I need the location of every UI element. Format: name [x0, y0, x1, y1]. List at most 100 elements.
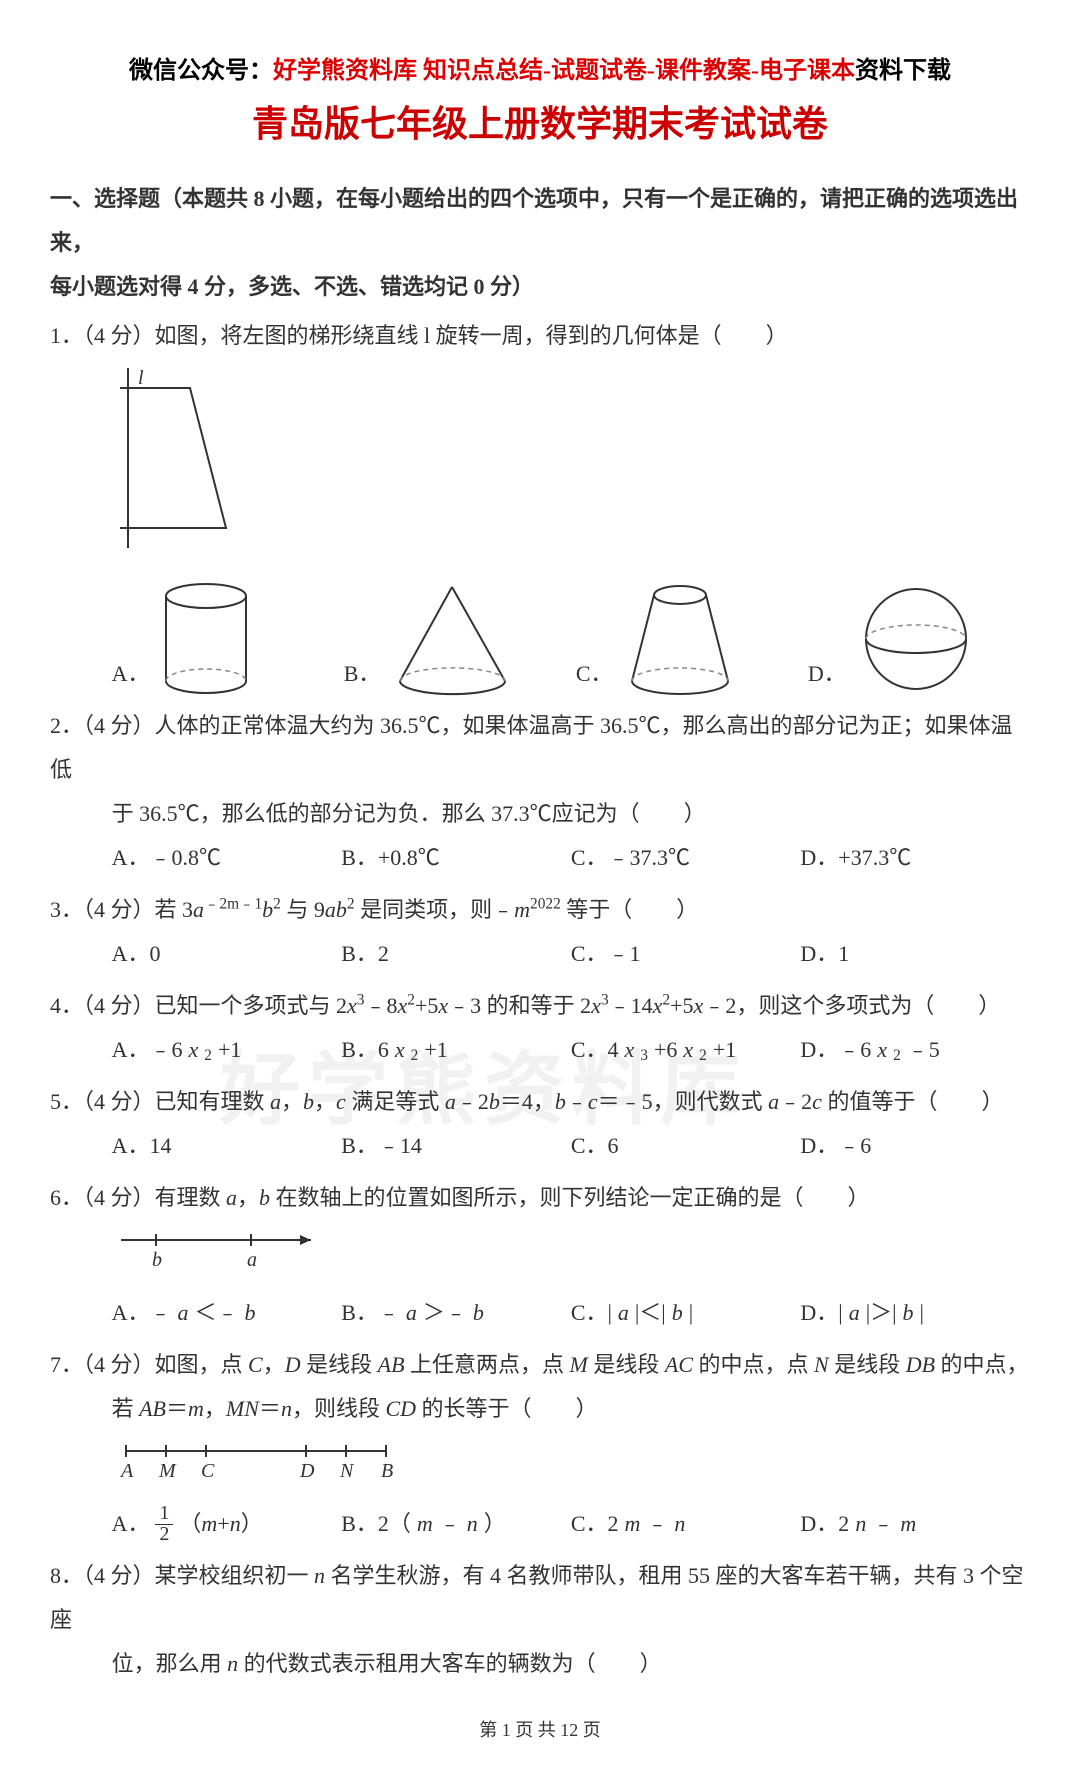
svg-text:B: B	[381, 1460, 393, 1482]
q3-opt-B: B．2	[341, 932, 571, 976]
q4-opt-D: D．﹣6x2﹣5	[800, 1028, 1030, 1072]
q3-mid: 与 9	[281, 897, 325, 922]
segment-svg: A M C D N B	[116, 1437, 406, 1483]
page-footer: 第 1 页 共 12 页	[50, 1716, 1030, 1742]
q6-opt-B: B．﹣a＞﹣b	[341, 1291, 571, 1335]
q1-stem: 1．（4 分）如图，将左图的梯形绕直线 l 旋转一周，得到的几何体是（ ）	[50, 314, 1030, 358]
q8-stem-1: 8．（4 分）某学校组织初一 n 名学生秋游，有 4 名教师带队，租用 55 座…	[50, 1554, 1030, 1642]
q1-C-label: C．	[576, 652, 613, 696]
q5-opt-A: A．14	[112, 1124, 342, 1168]
q6-options: A．﹣a＜﹣b B．﹣a＞﹣b C．|a|＜|b| D．|a|＞|b|	[50, 1291, 1030, 1335]
q5-opt-D: D．﹣6	[800, 1124, 1030, 1168]
q4-options: A．﹣6x2+1 B．6x2+1 C．4x3+6x2+1 D．﹣6x2﹣5	[50, 1028, 1030, 1072]
q6-stem: 6．（4 分）有理数 a，b 在数轴上的位置如图所示，则下列结论一定正确的是（ …	[50, 1176, 1030, 1220]
footer-mid: 页 共	[511, 1720, 561, 1740]
q1-options: A． B． C．	[50, 581, 1030, 696]
section-1-line1: 一、选择题（本题共 8 小题，在每小题给出的四个选项中，只有一个是正确的，请把正…	[50, 177, 1030, 265]
q3-b: b	[262, 897, 273, 922]
question-2: 2．（4 分）人体的正常体温大约为 36.5℃，如果体温高于 36.5℃，那么高…	[50, 704, 1030, 880]
q7-opt-A: A． 1 2 （m+n）	[112, 1502, 342, 1546]
q4-opt-B: B．6x2+1	[341, 1028, 571, 1072]
question-6: 6．（4 分）有理数 a，b 在数轴上的位置如图所示，则下列结论一定正确的是（ …	[50, 1176, 1030, 1335]
section-1-line2: 每小题选对得 4 分，多选、不选、错选均记 0 分）	[50, 265, 1030, 309]
frustum-icon	[623, 581, 738, 696]
q3-opt-D: D．1	[800, 932, 1030, 976]
q5-opt-B: B．﹣14	[341, 1124, 571, 1168]
q1-stem-text: 1．（4 分）如图，将左图的梯形绕直线 l 旋转一周，得到的几何体是（ ）	[50, 323, 788, 348]
header-red: 好学熊资料库 知识点总结-试题试卷-课件教案-电子课本	[273, 58, 855, 84]
exam-title: 青岛版七年级上册数学期末考试试卷	[50, 95, 1030, 147]
q2-opt-D: D．+37.3℃	[800, 836, 1030, 880]
q3-post1: 是同类项，则﹣	[355, 897, 515, 922]
q2-stem-1: 2．（4 分）人体的正常体温大约为 36.5℃，如果体温高于 36.5℃，那么高…	[50, 704, 1030, 792]
q7-stem-1: 7．（4 分）如图，点 C，D 是线段 AB 上任意两点，点 M 是线段 AC …	[50, 1343, 1030, 1387]
fraction-half: 1 2	[155, 1504, 173, 1545]
q3-exp2022: 2022	[530, 896, 561, 913]
header-prefix: 微信公众号：	[129, 58, 273, 84]
svg-text:l: l	[138, 368, 144, 389]
frac-num: 1	[155, 1504, 173, 1525]
q3-post2: 等于（ ）	[561, 897, 699, 922]
q2-options: A．﹣0.8℃ B．+0.8℃ C．﹣37.3℃ D．+37.3℃	[50, 836, 1030, 880]
question-3: 3．（4 分）若 3a﹣2m﹣1b2 与 9ab2 是同类项，则﹣m2022 等…	[50, 888, 1030, 976]
q2-opt-C: C．﹣37.3℃	[571, 836, 801, 880]
question-8: 8．（4 分）某学校组织初一 n 名学生秋游，有 4 名教师带队，租用 55 座…	[50, 1554, 1030, 1686]
q1-opt-C: C．	[576, 581, 798, 696]
footer-total-pages: 12	[560, 1720, 578, 1740]
question-4: 4．（4 分）已知一个多项式与 2x3﹣8x2+5x﹣3 的和等于 2x3﹣14…	[50, 984, 1030, 1072]
footer-pre: 第	[479, 1720, 502, 1740]
question-1: 1．（4 分）如图，将左图的梯形绕直线 l 旋转一周，得到的几何体是（ ） l …	[50, 314, 1030, 696]
numline-a-label: a	[247, 1249, 257, 1271]
q3-ab: ab	[325, 897, 347, 922]
q7-stem-2: 若 AB＝m，MN＝n，则线段 CD 的长等于（ ）	[50, 1387, 1030, 1431]
q7-segment-figure: A M C D N B	[116, 1437, 1030, 1498]
q1-opt-D: D．	[808, 581, 1030, 696]
page-content: 微信公众号：好学熊资料库 知识点总结-试题试卷-课件教案-电子课本资料下载 青岛…	[50, 50, 1030, 1742]
q4-opt-C: C．4x3+6x2+1	[571, 1028, 801, 1072]
q5-opt-C: C．6	[571, 1124, 801, 1168]
sphere-icon	[856, 581, 976, 696]
q7-A-post: （m+n）	[179, 1502, 262, 1546]
q6-opt-D: D．|a|＞|b|	[800, 1291, 1030, 1335]
svg-text:N: N	[339, 1460, 355, 1482]
header-banner: 微信公众号：好学熊资料库 知识点总结-试题试卷-课件教案-电子课本资料下载	[50, 50, 1030, 85]
q7-opt-C: C．2m﹣n	[571, 1502, 801, 1546]
q3-ab-2: 2	[347, 896, 355, 913]
q4-stem: 4．（4 分）已知一个多项式与 2x3﹣8x2+5x﹣3 的和等于 2x3﹣14…	[50, 984, 1030, 1028]
trapezoid-svg: l	[116, 368, 246, 548]
q2-stem-2: 于 36.5℃，那么低的部分记为负．那么 37.3℃应记为（ ）	[50, 792, 1030, 836]
frac-den: 2	[155, 1525, 173, 1545]
svg-text:D: D	[299, 1460, 315, 1482]
cylinder-icon	[159, 581, 254, 696]
q7-opt-D: D．2n﹣m	[800, 1502, 1030, 1546]
q1-trapezoid-figure: l	[116, 368, 1030, 563]
question-5: 5．（4 分）已知有理数 a，b，c 满足等式 a﹣2b＝4，b﹣c＝﹣5，则代…	[50, 1080, 1030, 1168]
q1-opt-A: A．	[112, 581, 334, 696]
q7-opt-B: B．2（m﹣n）	[341, 1502, 571, 1546]
q6-opt-A: A．﹣a＜﹣b	[112, 1291, 342, 1335]
q5-options: A．14 B．﹣14 C．6 D．﹣6	[50, 1124, 1030, 1168]
q1-B-label: B．	[344, 652, 381, 696]
q4-opt-A: A．﹣6x2+1	[112, 1028, 342, 1072]
q3-m: m	[514, 897, 530, 922]
q3-opt-A: A．0	[112, 932, 342, 976]
svg-text:A: A	[119, 1460, 134, 1482]
svg-text:M: M	[158, 1460, 177, 1482]
q7-options: A． 1 2 （m+n） B．2（m﹣n） C．2m﹣n D．2n﹣m	[50, 1502, 1030, 1546]
q5-stem: 5．（4 分）已知有理数 a，b，c 满足等式 a﹣2b＝4，b﹣c＝﹣5，则代…	[50, 1080, 1030, 1124]
q3-stem: 3．（4 分）若 3a﹣2m﹣1b2 与 9ab2 是同类项，则﹣m2022 等…	[50, 888, 1030, 932]
section-1-heading: 一、选择题（本题共 8 小题，在每小题给出的四个选项中，只有一个是正确的，请把正…	[50, 177, 1030, 309]
question-7: 7．（4 分）如图，点 C，D 是线段 AB 上任意两点，点 M 是线段 AC …	[50, 1343, 1030, 1546]
q1-A-label: A．	[112, 652, 150, 696]
q2-opt-A: A．﹣0.8℃	[112, 836, 342, 880]
footer-current-page: 1	[502, 1720, 511, 1740]
q2-opt-B: B．+0.8℃	[341, 836, 571, 880]
q3-exp1: ﹣2m﹣1	[204, 896, 262, 913]
cone-icon	[390, 581, 515, 696]
svg-text:C: C	[201, 1460, 215, 1482]
q3-a: a	[193, 897, 204, 922]
footer-post: 页	[578, 1720, 601, 1740]
header-suffix: 资料下载	[855, 58, 951, 84]
q3-pre: 3．（4 分）若 3	[50, 897, 193, 922]
q1-opt-B: B．	[344, 581, 566, 696]
